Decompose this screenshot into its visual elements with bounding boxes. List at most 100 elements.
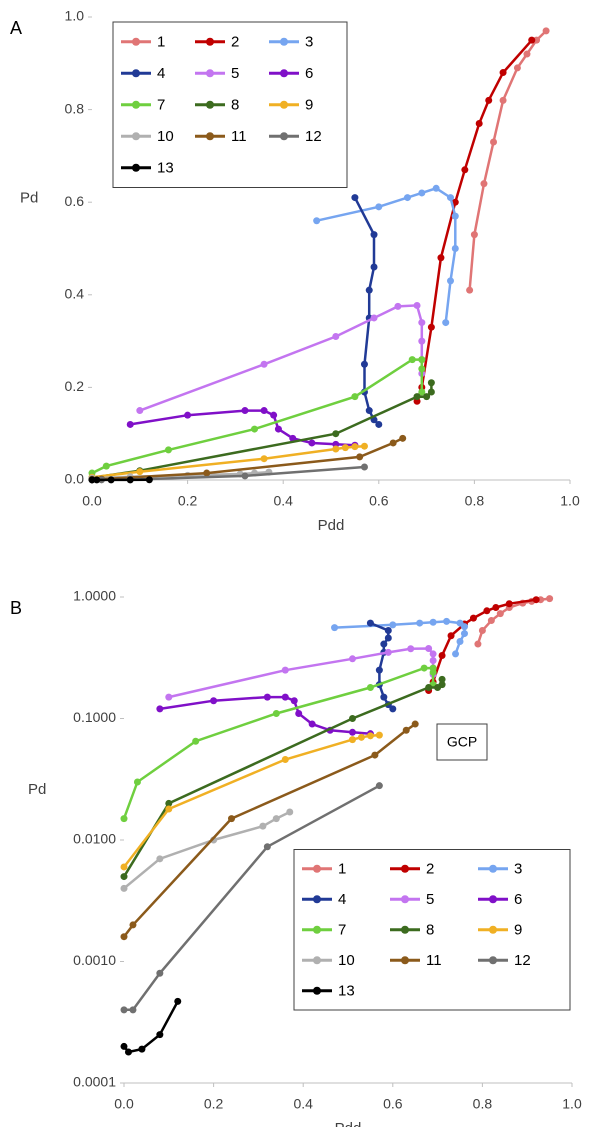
x-tick-label: 0.2 — [178, 493, 198, 509]
series-line — [427, 598, 537, 692]
point — [384, 634, 392, 642]
point — [192, 737, 200, 745]
point — [228, 815, 236, 823]
point — [120, 873, 128, 881]
point — [451, 245, 459, 252]
legend-box — [293, 849, 571, 1011]
point — [165, 693, 173, 701]
point — [452, 650, 460, 658]
point — [418, 365, 426, 373]
point — [418, 388, 426, 396]
point — [447, 632, 455, 640]
point — [241, 472, 249, 480]
x-tick-label: 0.2 — [204, 1096, 224, 1112]
point — [470, 231, 478, 239]
point — [438, 681, 446, 689]
point — [365, 286, 373, 294]
point — [423, 393, 431, 401]
point — [313, 217, 321, 225]
point — [164, 446, 172, 454]
x-tick-label: 1.0 — [562, 1096, 582, 1112]
legend-marker — [206, 69, 214, 78]
x-tick-label: 0.4 — [273, 493, 293, 509]
point — [546, 595, 554, 603]
point — [411, 720, 419, 728]
point — [156, 855, 164, 863]
legend-marker — [280, 69, 288, 78]
point — [443, 617, 451, 625]
panel-label: A — [10, 18, 22, 38]
point — [286, 808, 294, 816]
point — [375, 666, 383, 674]
point — [370, 231, 378, 239]
point — [399, 434, 407, 442]
point — [93, 476, 101, 484]
point — [442, 319, 450, 327]
point — [120, 1042, 128, 1050]
y-tick-label: 0.0001 — [73, 1074, 116, 1090]
legend-label: 12 — [514, 952, 531, 969]
y-tick-label: 0.0010 — [73, 952, 116, 968]
point — [107, 476, 115, 484]
y-tick-label: 0.8 — [65, 100, 85, 116]
point — [365, 407, 373, 415]
point — [133, 778, 141, 786]
legend-marker — [132, 163, 140, 172]
point — [203, 469, 211, 477]
y-tick-label: 1.0 — [65, 8, 85, 24]
point — [136, 407, 144, 415]
legend-label: 9 — [305, 97, 313, 114]
point — [332, 430, 340, 438]
legend-marker — [313, 864, 321, 873]
series-line — [334, 620, 466, 655]
point — [332, 445, 340, 453]
point — [478, 627, 486, 635]
point — [460, 630, 468, 638]
series-line — [159, 695, 371, 735]
y-axis-title: Pd — [28, 781, 46, 798]
series-line — [316, 186, 457, 323]
legend-label: 13 — [338, 983, 355, 1000]
point — [418, 189, 426, 197]
point — [136, 468, 144, 476]
point — [542, 27, 550, 35]
point — [308, 720, 316, 728]
x-tick-label: 0.6 — [383, 1096, 403, 1112]
point — [145, 476, 153, 484]
point — [389, 439, 397, 447]
point — [289, 434, 297, 442]
legend-label: 2 — [426, 861, 434, 878]
legend-marker — [489, 895, 497, 904]
point — [120, 863, 128, 871]
point — [366, 683, 374, 691]
point — [260, 360, 268, 368]
point — [357, 733, 365, 741]
legend-marker — [313, 986, 321, 995]
point — [360, 360, 368, 368]
point — [513, 64, 521, 72]
point — [263, 843, 271, 851]
point — [384, 648, 392, 656]
point — [425, 644, 433, 652]
x-tick-label: 0.6 — [369, 493, 389, 509]
point — [413, 393, 421, 401]
point — [174, 997, 182, 1005]
legend-marker — [280, 37, 288, 46]
point — [270, 411, 278, 419]
point — [356, 453, 364, 461]
point — [120, 815, 128, 823]
legend-label: 10 — [157, 128, 174, 145]
legend-marker — [313, 925, 321, 934]
x-tick-label: 0.8 — [473, 1096, 493, 1112]
legend-marker — [132, 37, 140, 46]
point — [499, 69, 507, 77]
point — [429, 657, 437, 665]
point — [402, 726, 410, 734]
x-tick-label: 0.4 — [293, 1096, 313, 1112]
annotation: GCP — [447, 734, 477, 750]
series-line — [415, 39, 533, 402]
legend-marker — [132, 132, 140, 141]
legend-label: 9 — [514, 922, 522, 939]
legend-label: 4 — [157, 65, 165, 82]
